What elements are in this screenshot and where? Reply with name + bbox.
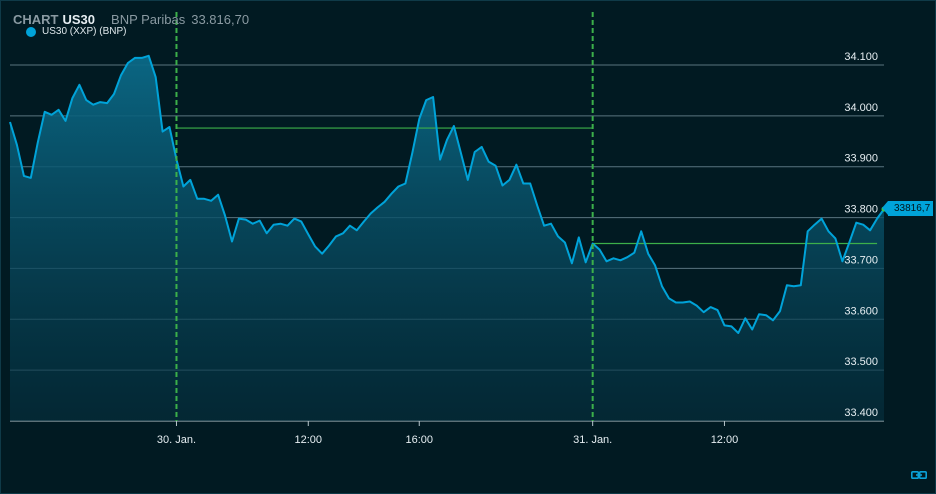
price-area (10, 55, 884, 422)
x-tick-label: 16:00 (405, 434, 433, 446)
last-value: 33.816,70 (191, 12, 250, 27)
x-tick-label: 31. Jan. (573, 434, 612, 446)
x-tick-label: 12:00 (295, 434, 323, 446)
x-tick-label: 12:00 (711, 434, 739, 446)
x-tick-label: 30. Jan. (157, 434, 196, 446)
chart-header: CHART US30 BNP Paribas 33.816,70 (13, 12, 249, 27)
source: BNP Paribas (111, 12, 186, 27)
y-tick-label: 33.400 (844, 407, 878, 419)
y-tick-label: 33.600 (844, 305, 878, 317)
price-line (9, 54, 885, 334)
y-tick-label: 33.900 (844, 153, 878, 165)
last-price-badge: 33816,7 (881, 201, 934, 216)
y-tick-label: 34.000 (844, 102, 878, 114)
legend-label: US30 (XXP) (BNP) (42, 26, 127, 37)
y-tick-label: 34.100 (844, 51, 878, 63)
chart-label: CHART (13, 12, 59, 27)
y-tick-label: 33.700 (844, 254, 878, 266)
symbol: US30 (62, 12, 96, 27)
legend-item[interactable]: US30 (XXP) (BNP) (26, 26, 126, 37)
series-dot-icon (26, 26, 36, 37)
y-tick-label: 33.500 (844, 356, 878, 368)
y-tick-label: 33.800 (844, 204, 878, 216)
link-icon[interactable] (911, 471, 927, 479)
